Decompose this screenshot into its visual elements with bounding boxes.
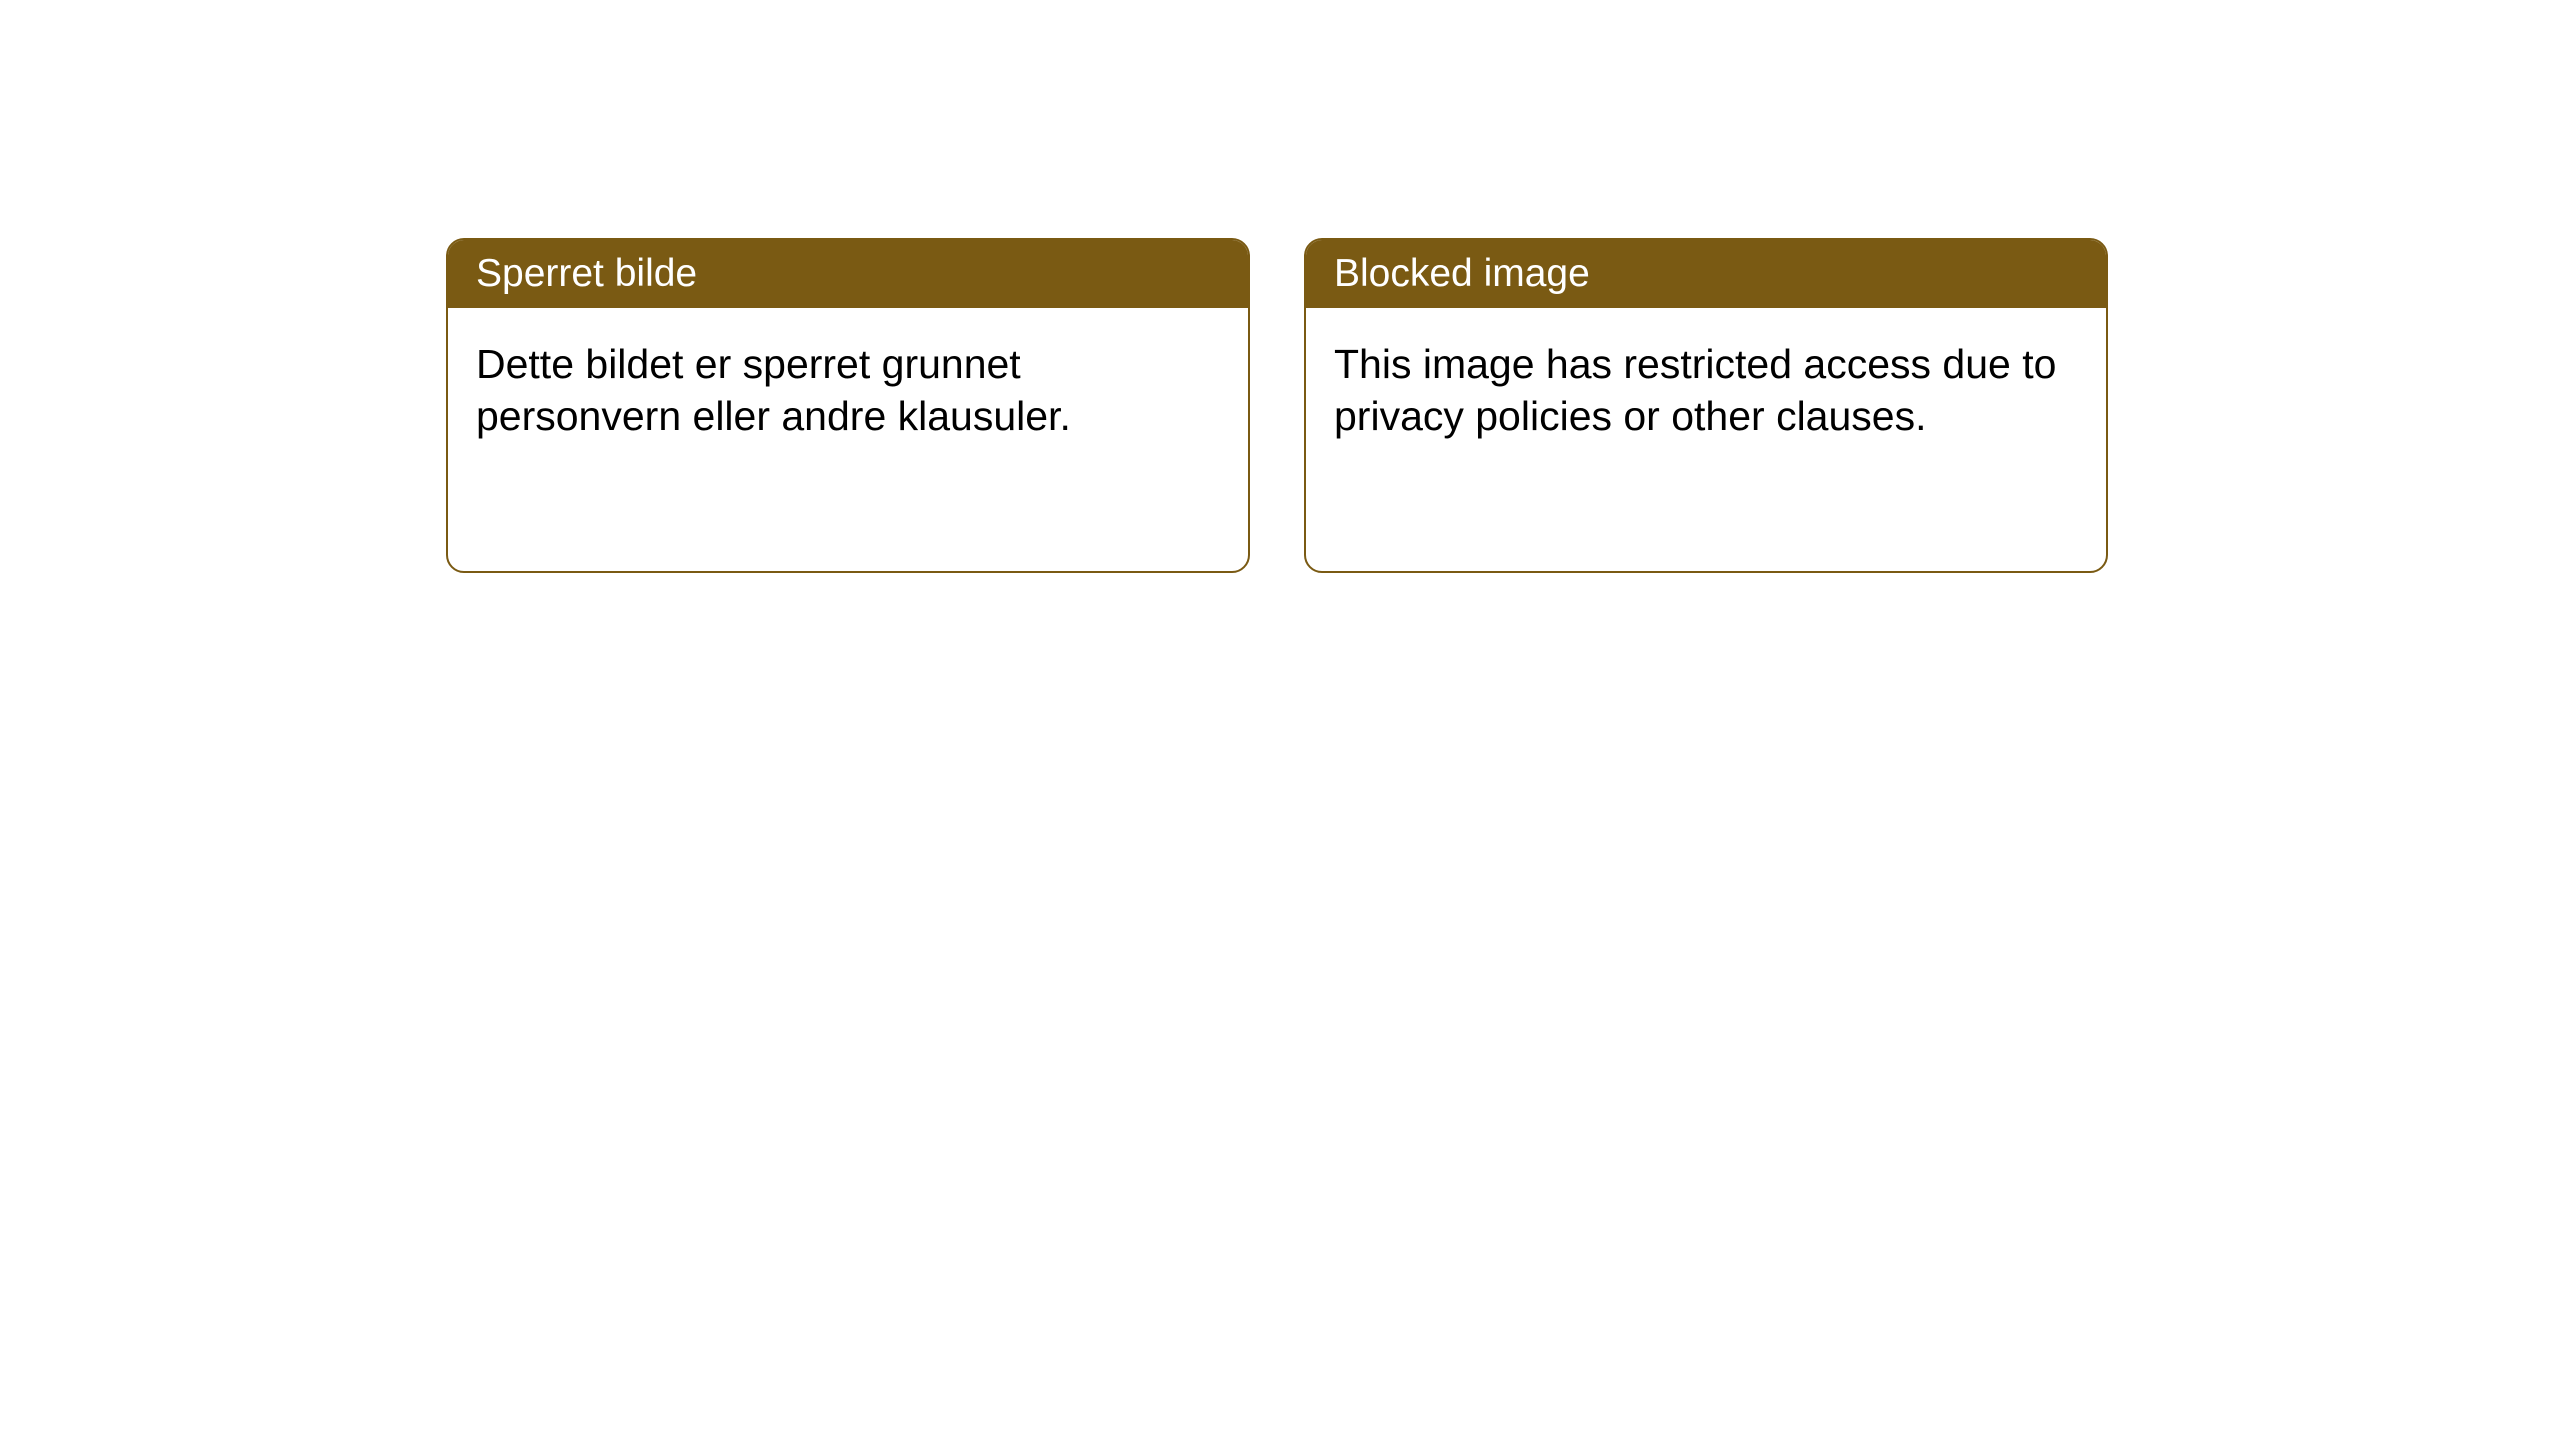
notice-body: This image has restricted access due to … [1306, 308, 2106, 473]
notice-header: Sperret bilde [448, 240, 1248, 308]
notice-body-text: Dette bildet er sperret grunnet personve… [476, 341, 1071, 439]
notice-header: Blocked image [1306, 240, 2106, 308]
notice-body-text: This image has restricted access due to … [1334, 341, 2056, 439]
notice-title: Sperret bilde [476, 252, 697, 295]
notice-title: Blocked image [1334, 252, 1590, 295]
notice-card-norwegian: Sperret bilde Dette bildet er sperret gr… [446, 238, 1250, 573]
notice-card-english: Blocked image This image has restricted … [1304, 238, 2108, 573]
notice-body: Dette bildet er sperret grunnet personve… [448, 308, 1248, 473]
notices-container: Sperret bilde Dette bildet er sperret gr… [446, 238, 2108, 573]
